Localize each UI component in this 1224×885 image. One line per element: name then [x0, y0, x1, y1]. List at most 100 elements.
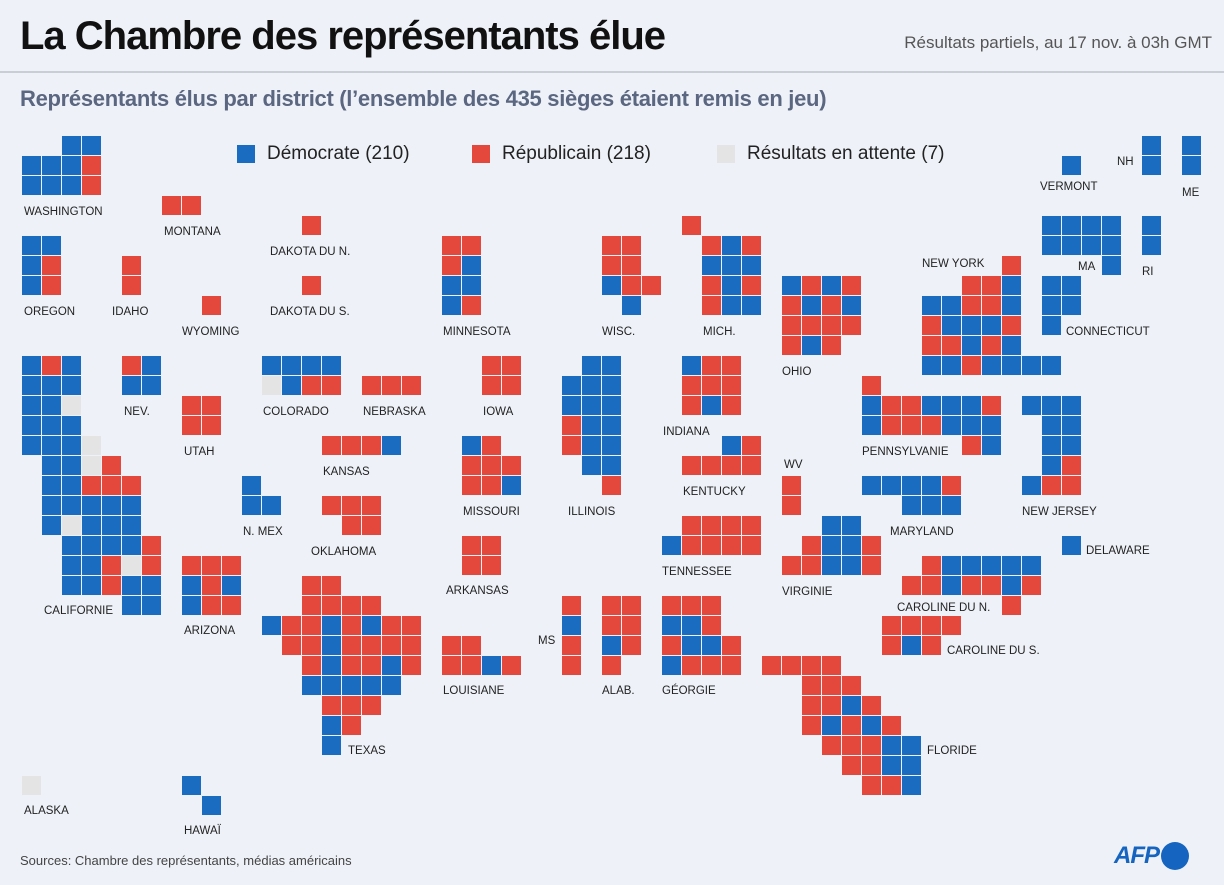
district-seat-democrat — [122, 496, 141, 515]
district-seat-democrat — [682, 356, 701, 375]
district-seat-democrat — [22, 356, 41, 375]
district-seat-republican — [962, 276, 981, 295]
legend-pending: Résultats en attente (7) — [717, 143, 945, 165]
district-seat-democrat — [42, 496, 61, 515]
district-seat-republican — [602, 616, 621, 635]
district-seat-democrat — [462, 256, 481, 275]
district-seat-republican — [142, 536, 161, 555]
district-seat-democrat — [1182, 156, 1201, 175]
district-seat-republican — [622, 636, 641, 655]
afp-logo-circle — [1161, 842, 1189, 870]
district-seat-republican — [962, 576, 981, 595]
district-seat-democrat — [22, 396, 41, 415]
state-label: LOUISIANE — [443, 685, 505, 697]
state-label: GÉORGIE — [662, 685, 716, 697]
state-label: CALIFORNIE — [44, 605, 114, 617]
district-seat-republican — [782, 476, 801, 495]
district-seat-democrat — [942, 396, 961, 415]
district-seat-republican — [562, 416, 581, 435]
district-seat-democrat — [142, 356, 161, 375]
sources-note: Sources: Chambre des représentants, médi… — [20, 853, 352, 868]
district-seat-republican — [502, 376, 521, 395]
district-seat-republican — [182, 416, 201, 435]
district-seat-democrat — [1102, 256, 1121, 275]
district-seat-republican — [342, 656, 361, 675]
district-seat-republican — [1002, 596, 1021, 615]
district-seat-republican — [282, 616, 301, 635]
district-seat-democrat — [582, 376, 601, 395]
district-seat-democrat — [882, 476, 901, 495]
district-seat-republican — [822, 696, 841, 715]
district-seat-democrat — [1042, 356, 1061, 375]
district-seat-democrat — [142, 596, 161, 615]
district-seat-republican — [642, 276, 661, 295]
district-seat-republican — [402, 376, 421, 395]
district-seat-republican — [442, 636, 461, 655]
district-seat-democrat — [662, 656, 681, 675]
district-seat-republican — [722, 516, 741, 535]
district-seat-democrat — [1182, 136, 1201, 155]
district-seat-pending — [62, 396, 81, 415]
district-seat-republican — [342, 696, 361, 715]
state-label: NEBRASKA — [363, 406, 426, 418]
state-label: COLORADO — [263, 406, 329, 418]
state-label: ALAB. — [602, 685, 635, 697]
district-seat-democrat — [602, 356, 621, 375]
district-seat-democrat — [922, 356, 941, 375]
state-label: ILLINOIS — [568, 506, 616, 518]
district-seat-democrat — [1142, 236, 1161, 255]
district-seat-republican — [1022, 576, 1041, 595]
district-seat-republican — [462, 236, 481, 255]
district-seat-republican — [482, 536, 501, 555]
district-seat-republican — [202, 396, 221, 415]
district-seat-democrat — [1042, 316, 1061, 335]
district-seat-democrat — [282, 356, 301, 375]
district-seat-republican — [362, 636, 381, 655]
district-seat-republican — [342, 496, 361, 515]
district-seat-democrat — [562, 376, 581, 395]
district-seat-democrat — [62, 176, 81, 195]
district-seat-democrat — [22, 376, 41, 395]
district-seat-republican — [942, 616, 961, 635]
district-seat-democrat — [22, 156, 41, 175]
district-seat-democrat — [102, 496, 121, 515]
state-label: NEW YORK — [922, 258, 985, 270]
district-seat-republican — [102, 456, 121, 475]
district-seat-democrat — [142, 576, 161, 595]
district-seat-republican — [202, 416, 221, 435]
district-seat-democrat — [1042, 456, 1061, 475]
district-seat-republican — [102, 576, 121, 595]
district-seat-republican — [182, 196, 201, 215]
district-seat-republican — [762, 656, 781, 675]
district-seat-republican — [822, 316, 841, 335]
district-seat-republican — [862, 556, 881, 575]
district-seat-republican — [902, 416, 921, 435]
district-seat-republican — [362, 436, 381, 455]
district-seat-democrat — [922, 396, 941, 415]
district-seat-republican — [822, 296, 841, 315]
district-seat-republican — [602, 236, 621, 255]
district-seat-republican — [222, 556, 241, 575]
district-seat-republican — [82, 176, 101, 195]
district-seat-democrat — [182, 776, 201, 795]
district-seat-republican — [142, 556, 161, 575]
district-seat-republican — [302, 596, 321, 615]
state-label: RI — [1142, 266, 1154, 278]
district-seat-democrat — [1062, 156, 1081, 175]
district-seat-republican — [622, 276, 641, 295]
district-seat-democrat — [602, 416, 621, 435]
district-seat-republican — [202, 296, 221, 315]
district-seat-republican — [962, 296, 981, 315]
district-seat-democrat — [1042, 276, 1061, 295]
district-seat-democrat — [962, 396, 981, 415]
district-seat-republican — [202, 556, 221, 575]
district-seat-democrat — [22, 176, 41, 195]
district-seat-democrat — [1102, 216, 1121, 235]
district-seat-democrat — [982, 556, 1001, 575]
district-seat-republican — [682, 656, 701, 675]
district-seat-democrat — [1002, 576, 1021, 595]
district-seat-republican — [902, 576, 921, 595]
district-seat-republican — [502, 356, 521, 375]
state-label: OREGON — [24, 306, 76, 318]
state-label: NEV. — [124, 406, 150, 418]
